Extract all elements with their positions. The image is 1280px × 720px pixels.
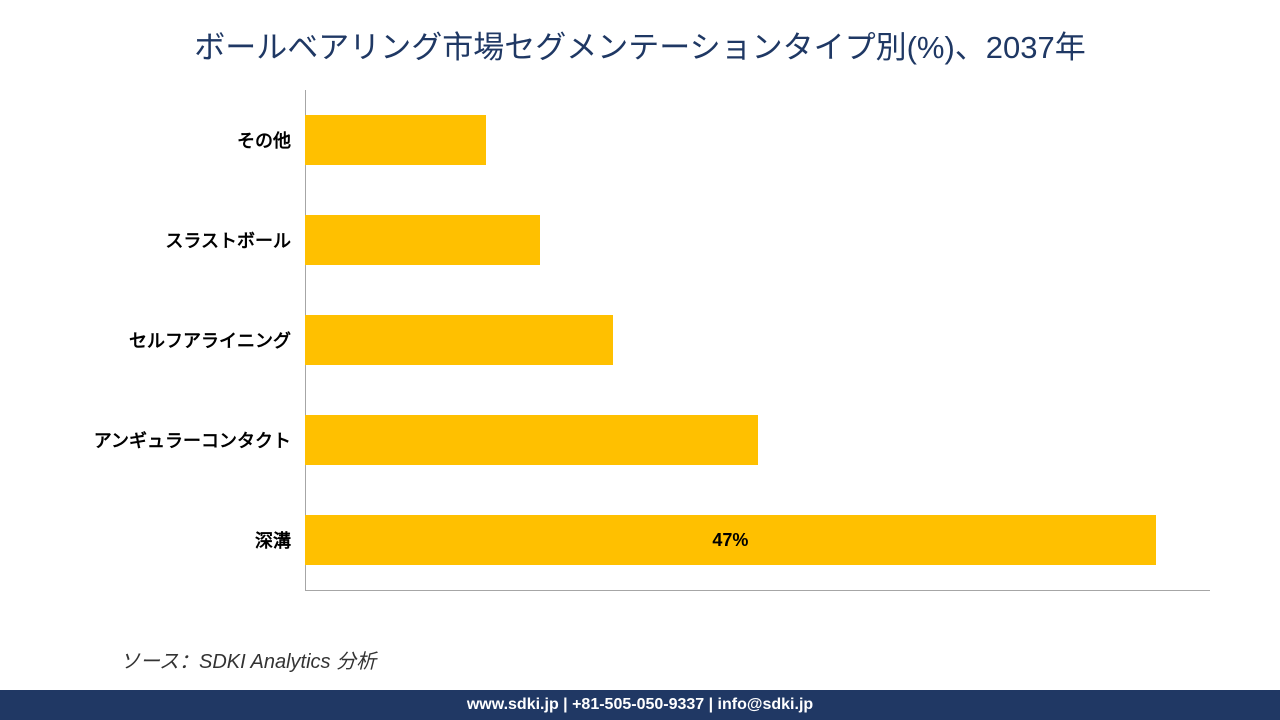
- bar-value-label: 47%: [712, 530, 748, 551]
- bar-track: [305, 90, 1210, 190]
- chart-rows: その他スラストボールセルフアライニングアンギュラーコンタクト深溝 47%: [50, 90, 1210, 590]
- bar-track: [305, 390, 1210, 490]
- category-label: その他: [50, 127, 305, 153]
- bar: [305, 415, 758, 465]
- bar: 47%: [305, 515, 1156, 565]
- source-text: ソース：SDKI Analytics 分析: [120, 645, 376, 674]
- chart: その他スラストボールセルフアライニングアンギュラーコンタクト深溝 47%: [50, 80, 1210, 620]
- bar-track: 47%: [305, 490, 1210, 590]
- category-label: 深溝: [50, 527, 305, 553]
- bar: [305, 215, 540, 265]
- chart-row: スラストボール: [50, 190, 1210, 290]
- category-label: スラストボール: [50, 227, 305, 253]
- chart-row: 深溝 47%: [50, 490, 1210, 590]
- chart-row: その他: [50, 90, 1210, 190]
- category-label: アンギュラーコンタクト: [50, 427, 305, 453]
- bar: [305, 115, 486, 165]
- chart-title: ボールベアリング市場セグメンテーションタイプ別(%)、2037年: [0, 0, 1280, 67]
- bar-track: [305, 290, 1210, 390]
- slide: ボールベアリング市場セグメンテーションタイプ別(%)、2037年 その他スラスト…: [0, 0, 1280, 720]
- chart-row: セルフアライニング: [50, 290, 1210, 390]
- bar: [305, 315, 613, 365]
- chart-row: アンギュラーコンタクト: [50, 390, 1210, 490]
- category-label: セルフアライニング: [50, 327, 305, 353]
- footer-bar: www.sdki.jp | +81-505-050-9337 | info@sd…: [0, 690, 1280, 720]
- x-axis-line: [305, 590, 1210, 591]
- bar-track: [305, 190, 1210, 290]
- footer-text: www.sdki.jp | +81-505-050-9337 | info@sd…: [467, 696, 813, 714]
